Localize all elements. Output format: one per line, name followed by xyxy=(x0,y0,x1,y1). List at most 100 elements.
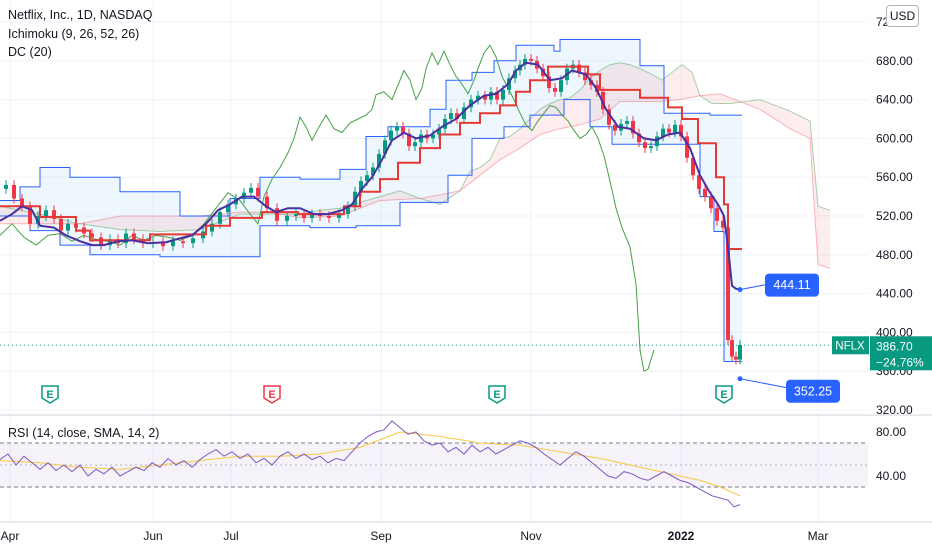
candle-body[interactable] xyxy=(407,133,411,147)
candle-body[interactable] xyxy=(28,206,32,224)
candle-body[interactable] xyxy=(673,124,677,133)
rsi-line[interactable] xyxy=(0,420,741,508)
candle-body[interactable] xyxy=(359,181,363,192)
candle-body[interactable] xyxy=(218,212,222,224)
candle-body[interactable] xyxy=(559,80,563,92)
candle-body[interactable] xyxy=(483,95,487,100)
rsi-legend[interactable]: RSI (14, close, SMA, 14, 2) xyxy=(8,426,160,440)
candle-body[interactable] xyxy=(529,58,533,61)
candle-body[interactable] xyxy=(275,208,279,221)
candle-body[interactable] xyxy=(377,153,381,168)
candle-body[interactable] xyxy=(389,130,393,141)
candle-body[interactable] xyxy=(721,220,725,228)
candle-body[interactable] xyxy=(730,340,734,357)
symbol-tag[interactable] xyxy=(832,336,869,355)
candle-body[interactable] xyxy=(346,206,350,215)
candle-body[interactable] xyxy=(489,91,493,100)
candle-body[interactable] xyxy=(637,133,641,143)
candle-body[interactable] xyxy=(495,91,499,100)
candle-body[interactable] xyxy=(210,223,214,232)
candle-body[interactable] xyxy=(513,70,517,79)
candle-body[interactable] xyxy=(413,142,417,147)
candle-body[interactable] xyxy=(462,107,466,119)
candle-body[interactable] xyxy=(90,233,94,238)
candle-body[interactable] xyxy=(132,233,136,240)
candle-body[interactable] xyxy=(365,175,369,182)
candle-body[interactable] xyxy=(655,136,659,147)
candle-body[interactable] xyxy=(625,120,629,124)
donchian-legend[interactable]: DC (20) xyxy=(8,45,52,59)
candle-body[interactable] xyxy=(734,356,738,360)
price-axis[interactable]: 320.00360.00400.00440.00480.00520.00560.… xyxy=(832,15,932,483)
candle-body[interactable] xyxy=(661,128,665,137)
callout-box-high[interactable] xyxy=(765,273,819,297)
chikou-span-line[interactable] xyxy=(0,44,655,372)
candle-body[interactable] xyxy=(4,184,8,189)
price-pane[interactable] xyxy=(0,39,868,372)
candle-body[interactable] xyxy=(691,157,695,176)
candle-body[interactable] xyxy=(256,187,260,197)
rsi-pane[interactable] xyxy=(0,420,868,508)
candle-body[interactable] xyxy=(302,214,306,218)
candle-body[interactable] xyxy=(738,345,742,360)
candle-body[interactable] xyxy=(161,242,165,247)
candle-body[interactable] xyxy=(59,218,63,231)
candle-body[interactable] xyxy=(44,210,48,216)
candle-body[interactable] xyxy=(553,87,557,92)
candle-body[interactable] xyxy=(66,223,70,231)
candle-body[interactable] xyxy=(577,64,581,73)
candle-body[interactable] xyxy=(265,196,269,209)
candle-body[interactable] xyxy=(443,119,447,129)
candle-body[interactable] xyxy=(249,187,253,193)
candle-body[interactable] xyxy=(667,128,671,133)
candle-body[interactable] xyxy=(285,216,289,221)
candle-body[interactable] xyxy=(20,198,24,207)
candle-body[interactable] xyxy=(709,196,713,209)
candle-body[interactable] xyxy=(383,140,387,154)
candle-body[interactable] xyxy=(501,89,505,100)
candle-body[interactable] xyxy=(419,134,423,143)
candle-body[interactable] xyxy=(294,214,298,216)
candle-body[interactable] xyxy=(108,239,112,246)
kijun-sen-line[interactable] xyxy=(0,65,742,250)
candle-body[interactable] xyxy=(124,233,128,244)
candle-body[interactable] xyxy=(643,142,647,149)
candle-body[interactable] xyxy=(703,188,707,197)
candle-body[interactable] xyxy=(371,167,375,176)
earnings-marker[interactable] xyxy=(263,385,281,404)
donchian-upper-line[interactable] xyxy=(0,39,742,217)
candle-body[interactable] xyxy=(395,126,399,131)
candle-body[interactable] xyxy=(455,113,459,119)
candle-body[interactable] xyxy=(469,99,473,108)
candle-body[interactable] xyxy=(685,136,689,158)
candle-body[interactable] xyxy=(449,113,453,119)
earnings-marker[interactable] xyxy=(41,385,59,404)
candle-body[interactable] xyxy=(476,95,480,100)
tenkan-sen-line[interactable] xyxy=(0,61,743,291)
candle-body[interactable] xyxy=(697,175,701,189)
candle-body[interactable] xyxy=(52,210,56,219)
candle-body[interactable] xyxy=(679,124,683,137)
currency-button[interactable]: USD xyxy=(886,5,919,27)
candle-body[interactable] xyxy=(607,109,611,125)
candle-body[interactable] xyxy=(337,214,341,218)
candle-body[interactable] xyxy=(327,216,331,218)
candle-body[interactable] xyxy=(437,128,441,135)
last-price-tag[interactable] xyxy=(870,336,932,371)
candle-body[interactable] xyxy=(171,241,175,247)
candle-body[interactable] xyxy=(726,227,730,341)
candle-body[interactable] xyxy=(310,214,314,218)
candle-body[interactable] xyxy=(191,238,195,244)
candle-body[interactable] xyxy=(547,76,551,88)
candle-body[interactable] xyxy=(226,204,230,213)
candle-body[interactable] xyxy=(523,58,527,65)
candle-body[interactable] xyxy=(12,184,16,199)
earnings-marker[interactable] xyxy=(488,385,506,404)
ichimoku-legend[interactable]: Ichimoku (9, 26, 52, 26) xyxy=(8,27,140,41)
candle-body[interactable] xyxy=(613,124,617,131)
senkou-span-b-line[interactable] xyxy=(0,93,831,269)
earnings-marker[interactable] xyxy=(715,385,733,404)
candle-body[interactable] xyxy=(715,208,719,221)
time-axis[interactable]: Apr Jun Jul Sep Nov 2022 Mar xyxy=(0,521,932,543)
